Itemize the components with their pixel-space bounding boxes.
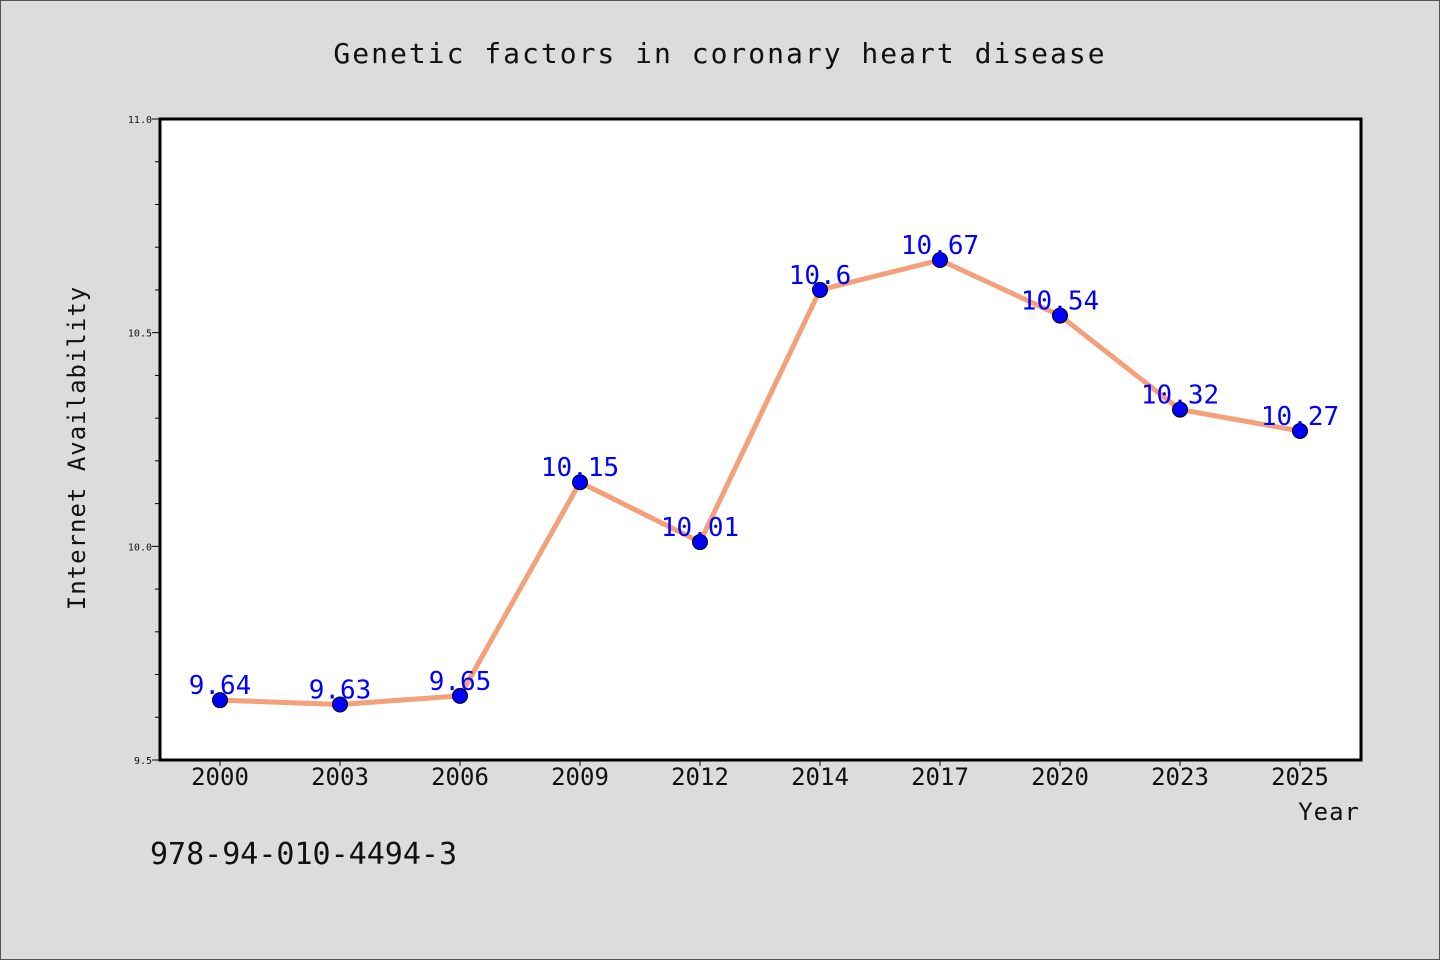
data-point-2025 bbox=[1292, 422, 1308, 439]
y-tick-label: 10.0 bbox=[128, 542, 152, 553]
x-tick-label: 2006 bbox=[431, 763, 489, 791]
x-tick-label: 2003 bbox=[311, 763, 369, 791]
data-point-2020 bbox=[1052, 307, 1068, 324]
data-label-2014: 10.6 bbox=[789, 261, 852, 291]
data-point-2006 bbox=[452, 687, 468, 704]
data-labels: 9.64 9.63 9.65 10.15 10.01 10.6 10.67 10.54 10.3… bbox=[189, 231, 1339, 705]
x-tick-label: 2009 bbox=[551, 763, 609, 791]
x-tick-label: 2000 bbox=[191, 763, 249, 791]
data-point-2012 bbox=[692, 534, 708, 551]
x-tick-label: 2014 bbox=[791, 763, 849, 791]
plot-area bbox=[158, 117, 1363, 762]
data-label-2003: 9.63 bbox=[309, 675, 372, 705]
chart-title: Genetic factors in coronary heart diseas… bbox=[333, 37, 1106, 70]
series-line bbox=[219, 257, 1301, 707]
x-tick-label: 2012 bbox=[671, 763, 729, 791]
data-label-2006: 9.65 bbox=[429, 667, 492, 697]
data-point-2017 bbox=[932, 252, 948, 269]
x-tick-label: 2020 bbox=[1031, 763, 1089, 791]
y-tick-label: 11.0 bbox=[128, 115, 152, 126]
data-point-2023 bbox=[1172, 401, 1188, 418]
data-label-2020: 10.54 bbox=[1021, 287, 1099, 317]
data-point-2014 bbox=[812, 281, 828, 298]
y-tick-label: 10.5 bbox=[128, 329, 152, 340]
x-tick-label: 2025 bbox=[1271, 763, 1329, 791]
data-label-2000: 9.64 bbox=[189, 671, 252, 701]
y-axis-ticks: 9.5 10.0 10.5 11.0 bbox=[128, 115, 160, 767]
x-tick-label: 2023 bbox=[1151, 763, 1209, 791]
data-label-2017: 10.67 bbox=[901, 231, 979, 261]
data-point-2003 bbox=[332, 696, 348, 713]
x-axis-ticks: 2000 2003 2006 2009 2012 2014 2017 2020 2023 2025 bbox=[191, 760, 1329, 791]
data-point-2000 bbox=[212, 692, 228, 709]
data-label-2012: 10.01 bbox=[661, 513, 739, 543]
x-tick-label: 2017 bbox=[911, 763, 969, 791]
data-label-2023: 10.32 bbox=[1141, 381, 1219, 411]
y-tick-label: 9.5 bbox=[134, 756, 152, 767]
data-label-2009: 10.15 bbox=[541, 453, 619, 483]
isbn-text: 978-94-010-4494-3 bbox=[150, 837, 457, 872]
data-label-2025: 10.27 bbox=[1261, 402, 1339, 432]
data-point-2009 bbox=[572, 474, 588, 491]
series-markers bbox=[212, 252, 1308, 713]
y-axis-label: Internet Availability bbox=[63, 286, 91, 610]
x-axis-label: Year bbox=[1298, 798, 1360, 826]
